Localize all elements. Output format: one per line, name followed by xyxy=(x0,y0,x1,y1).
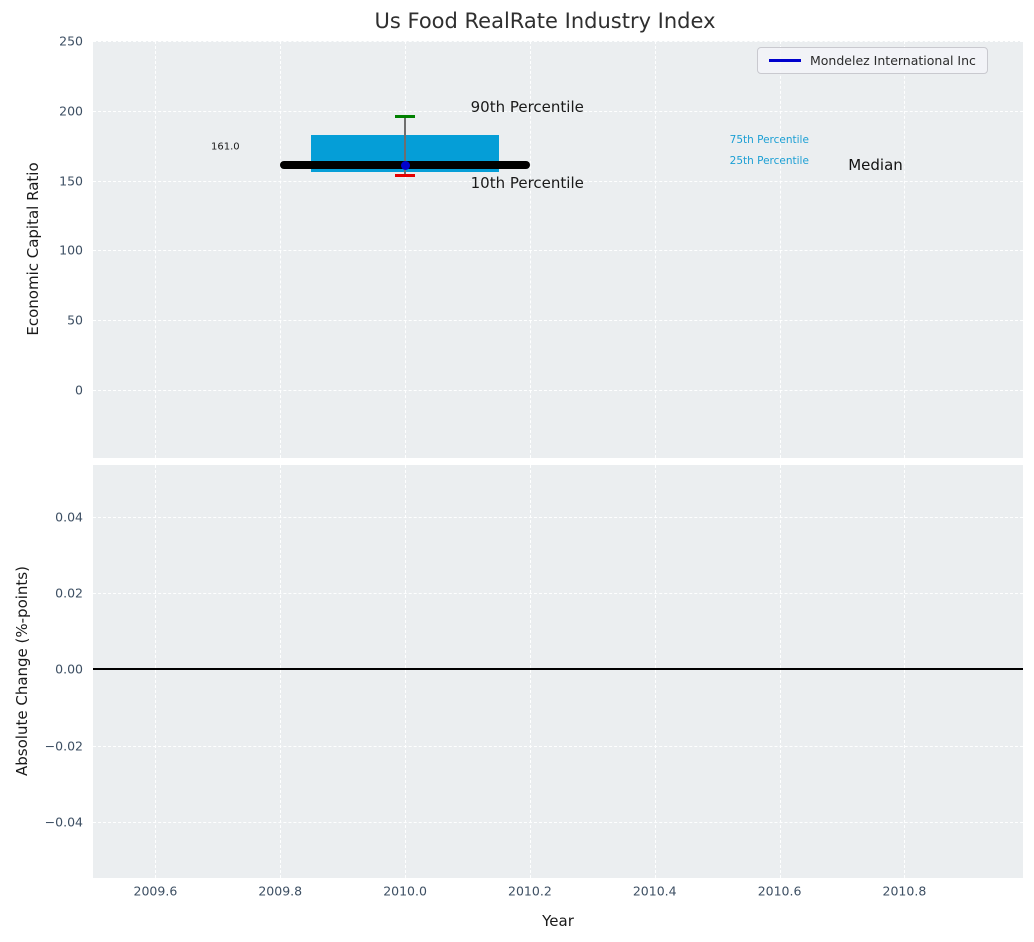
gridline-vertical xyxy=(155,41,157,458)
legend-label: Mondelez International Inc xyxy=(810,53,976,68)
x-tick-label: 2010.8 xyxy=(882,883,927,899)
gridline-vertical xyxy=(280,41,282,458)
top-y-tick-label: 50 xyxy=(67,312,83,328)
x-axis-label: Year xyxy=(542,912,574,930)
whisker-line xyxy=(404,116,406,176)
legend-line-sample xyxy=(769,59,801,62)
gridline-horizontal xyxy=(93,593,1023,595)
top-y-tick-label: 200 xyxy=(59,103,83,119)
gridline-horizontal xyxy=(93,320,1023,322)
top-y-tick-label: 0 xyxy=(75,382,83,398)
median-label: Median xyxy=(848,155,903,174)
gridline-horizontal xyxy=(93,390,1023,392)
zero-reference-line xyxy=(93,668,1023,671)
gridline-vertical xyxy=(779,465,781,878)
p90-label: 90th Percentile xyxy=(470,97,584,116)
gridline-horizontal xyxy=(93,516,1023,518)
bottom-y-tick-label: 0.04 xyxy=(55,509,83,525)
bottom-y-tick-label: −0.02 xyxy=(44,738,83,754)
p10-cap xyxy=(395,173,416,177)
gridline-horizontal xyxy=(93,821,1023,823)
gridline-horizontal xyxy=(93,110,1023,112)
gridline-vertical xyxy=(654,465,656,878)
p25-label: 25th Percentile xyxy=(729,155,809,168)
gridline-vertical xyxy=(904,465,906,878)
gridline-horizontal xyxy=(93,180,1023,182)
gridline-vertical xyxy=(155,465,157,878)
x-tick-label: 2010.6 xyxy=(757,883,802,899)
x-tick-label: 2010.2 xyxy=(508,883,552,899)
company-data-point xyxy=(400,160,410,170)
gridline-vertical xyxy=(904,41,906,458)
median-value-label: 161.0 xyxy=(210,141,240,153)
gridline-horizontal xyxy=(93,745,1023,747)
gridline-vertical xyxy=(280,465,282,878)
x-tick-label: 2009.6 xyxy=(133,883,178,899)
gridline-horizontal xyxy=(93,41,1023,42)
top-plot-area xyxy=(93,41,1023,458)
chart-title: Us Food RealRate Industry Index xyxy=(374,9,716,33)
x-tick-label: 2010.4 xyxy=(632,883,677,899)
gridline-vertical xyxy=(779,41,781,458)
bottom-y-tick-label: 0.02 xyxy=(55,585,83,601)
p10-label: 10th Percentile xyxy=(470,174,584,193)
p90-cap xyxy=(395,114,416,118)
top-y-tick-label: 150 xyxy=(59,173,83,189)
gridline-vertical xyxy=(654,41,656,458)
bottom-plot-area xyxy=(93,465,1023,878)
gridline-vertical xyxy=(405,465,407,878)
bottom-y-tick-label: −0.04 xyxy=(44,814,83,830)
gridline-vertical xyxy=(529,41,531,458)
top-y-tick-label: 100 xyxy=(59,242,83,258)
bottom-y-tick-label: 0.00 xyxy=(55,661,83,677)
x-tick-label: 2010.0 xyxy=(383,883,427,899)
legend: Mondelez International Inc xyxy=(757,47,988,74)
gridline-vertical xyxy=(529,465,531,878)
gridline-vertical xyxy=(405,41,407,458)
p75-label: 75th Percentile xyxy=(729,134,809,147)
top-y-tick-label: 250 xyxy=(59,33,83,49)
x-tick-label: 2009.8 xyxy=(258,883,303,899)
gridline-horizontal xyxy=(93,250,1023,252)
